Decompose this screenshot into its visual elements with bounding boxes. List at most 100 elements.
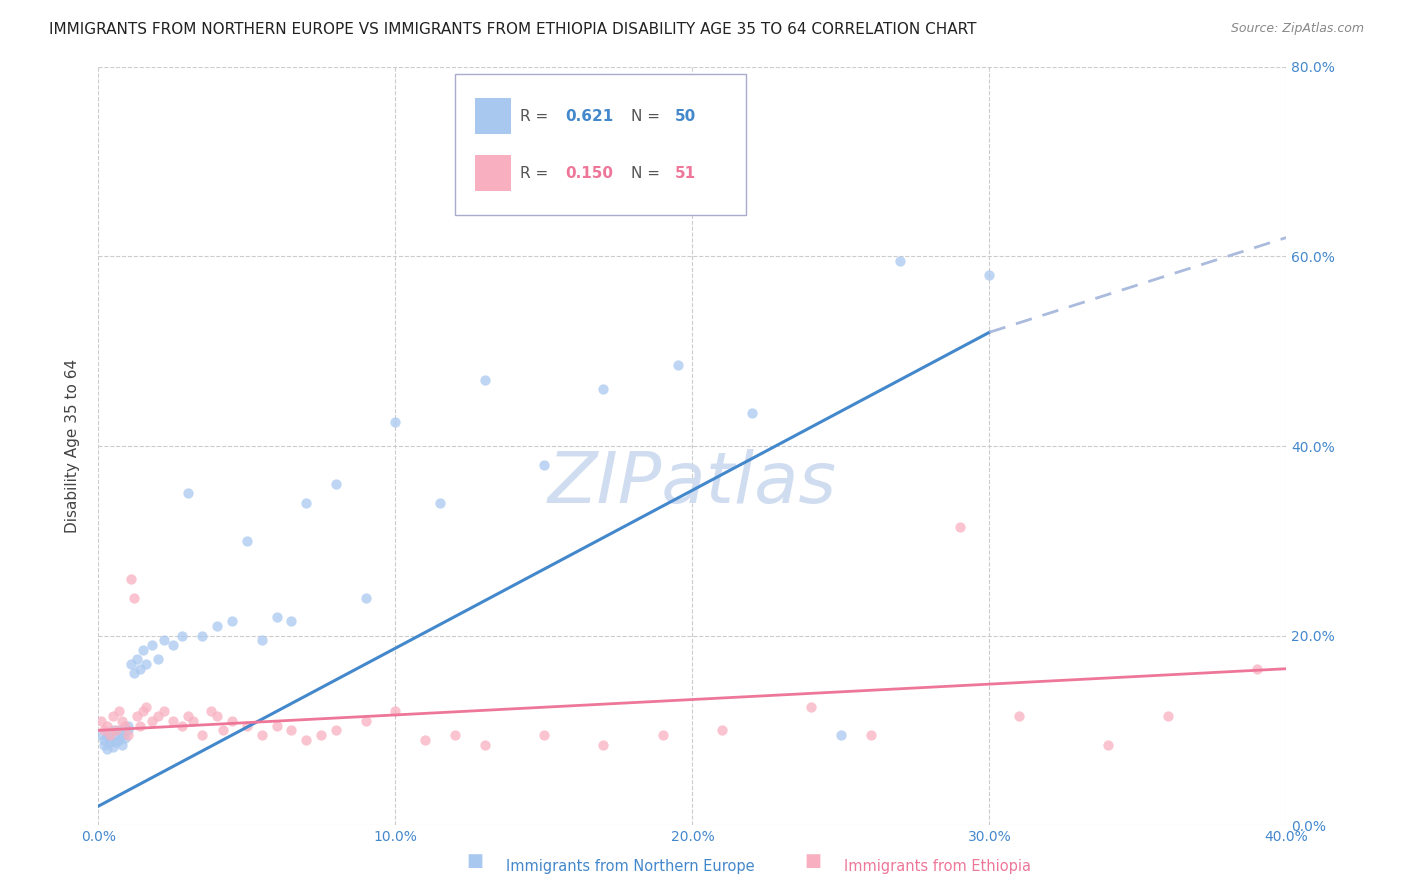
Point bbox=[221, 714, 243, 728]
Point bbox=[183, 714, 205, 728]
Point bbox=[111, 738, 134, 752]
Point bbox=[474, 738, 496, 752]
Point bbox=[103, 709, 125, 723]
Point bbox=[250, 633, 273, 648]
Point bbox=[533, 728, 555, 742]
Point bbox=[120, 657, 142, 671]
Text: Source: ZipAtlas.com: Source: ZipAtlas.com bbox=[1230, 22, 1364, 36]
Point bbox=[1097, 738, 1119, 752]
Point bbox=[295, 496, 318, 510]
Point bbox=[135, 657, 157, 671]
Point bbox=[108, 705, 131, 719]
Point bbox=[830, 728, 852, 742]
Text: 0.621: 0.621 bbox=[565, 109, 613, 124]
Point bbox=[93, 723, 115, 738]
Text: ■: ■ bbox=[467, 852, 484, 870]
Text: ZIPatlas: ZIPatlas bbox=[548, 450, 837, 518]
Point bbox=[98, 735, 121, 749]
Point bbox=[103, 723, 125, 738]
Point bbox=[1246, 662, 1268, 676]
Point bbox=[309, 728, 332, 742]
Point bbox=[146, 652, 169, 666]
Point bbox=[295, 732, 318, 747]
Point bbox=[280, 615, 302, 629]
Point bbox=[96, 728, 118, 742]
Point bbox=[221, 615, 243, 629]
Text: 0.150: 0.150 bbox=[565, 166, 613, 180]
Point bbox=[1008, 709, 1031, 723]
Point bbox=[354, 591, 377, 605]
Point bbox=[384, 705, 406, 719]
Point bbox=[384, 415, 406, 429]
Text: ■: ■ bbox=[804, 852, 821, 870]
Point bbox=[141, 714, 163, 728]
Point bbox=[162, 714, 184, 728]
Point bbox=[443, 728, 465, 742]
Text: R =: R = bbox=[520, 166, 554, 180]
Point bbox=[250, 728, 273, 742]
Point bbox=[132, 642, 155, 657]
Point bbox=[117, 723, 139, 738]
Point bbox=[122, 666, 145, 681]
Bar bbox=[475, 98, 510, 135]
Point bbox=[889, 254, 911, 268]
Point bbox=[152, 705, 174, 719]
Point bbox=[96, 742, 118, 756]
Text: N =: N = bbox=[631, 166, 665, 180]
Point bbox=[212, 723, 235, 738]
Point bbox=[170, 628, 193, 642]
Text: N =: N = bbox=[631, 109, 665, 124]
Point bbox=[125, 652, 148, 666]
Point bbox=[146, 709, 169, 723]
Point bbox=[132, 705, 155, 719]
Point bbox=[129, 662, 152, 676]
FancyBboxPatch shape bbox=[456, 75, 747, 215]
Text: Immigrants from Ethiopia: Immigrants from Ethiopia bbox=[844, 859, 1031, 874]
Point bbox=[859, 728, 882, 742]
Y-axis label: Disability Age 35 to 64: Disability Age 35 to 64 bbox=[65, 359, 80, 533]
Text: 51: 51 bbox=[675, 166, 696, 180]
Point bbox=[800, 699, 823, 714]
Point bbox=[90, 728, 112, 742]
Point bbox=[162, 638, 184, 652]
Point bbox=[122, 591, 145, 605]
Point bbox=[949, 519, 972, 533]
Point bbox=[325, 723, 347, 738]
Point bbox=[129, 718, 152, 732]
Point bbox=[114, 731, 136, 745]
Point bbox=[236, 718, 259, 732]
Point bbox=[413, 732, 436, 747]
Point bbox=[117, 718, 139, 732]
Bar bbox=[475, 155, 510, 191]
Point bbox=[1156, 709, 1178, 723]
Point bbox=[170, 718, 193, 732]
Point bbox=[152, 633, 174, 648]
Point bbox=[354, 714, 377, 728]
Point bbox=[741, 406, 763, 420]
Point bbox=[474, 373, 496, 387]
Point bbox=[592, 738, 614, 752]
Point bbox=[125, 709, 148, 723]
Point bbox=[108, 723, 131, 738]
Point bbox=[111, 728, 134, 742]
Point bbox=[120, 572, 142, 586]
Point bbox=[105, 728, 128, 742]
Point bbox=[93, 738, 115, 752]
Text: R =: R = bbox=[520, 109, 554, 124]
Point bbox=[98, 728, 121, 742]
Point bbox=[711, 723, 734, 738]
Text: Immigrants from Northern Europe: Immigrants from Northern Europe bbox=[506, 859, 755, 874]
Point bbox=[105, 735, 128, 749]
Point bbox=[666, 359, 689, 373]
Point bbox=[191, 728, 214, 742]
Point bbox=[651, 728, 673, 742]
Point bbox=[117, 728, 139, 742]
Point bbox=[103, 740, 125, 755]
Point bbox=[266, 609, 288, 624]
Text: IMMIGRANTS FROM NORTHERN EUROPE VS IMMIGRANTS FROM ETHIOPIA DISABILITY AGE 35 TO: IMMIGRANTS FROM NORTHERN EUROPE VS IMMIG… bbox=[49, 22, 977, 37]
Point bbox=[111, 714, 134, 728]
Point bbox=[325, 476, 347, 491]
Point bbox=[96, 718, 118, 732]
Point bbox=[205, 709, 228, 723]
Point bbox=[266, 718, 288, 732]
